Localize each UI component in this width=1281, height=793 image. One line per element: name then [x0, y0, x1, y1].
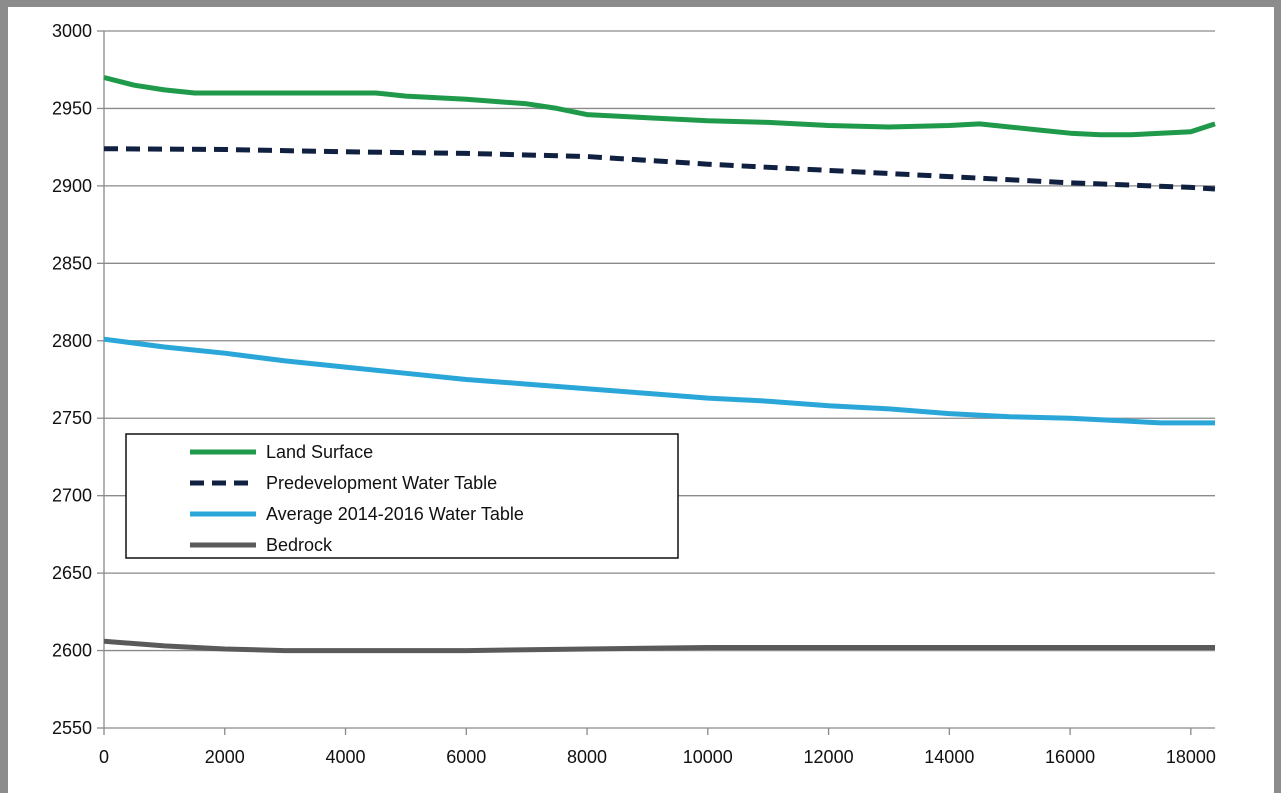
x-tick-label: 8000 — [567, 747, 607, 767]
y-tick-label: 2800 — [52, 331, 92, 351]
axis-layer: 2550 2600 2650 2700 2750 2800 2850 2900 2950 3000… — [52, 21, 1216, 767]
y-tick-label: 2600 — [52, 641, 92, 661]
y-tick-label: 2900 — [52, 176, 92, 196]
series-line-land-surface — [103, 75, 1216, 138]
legend-label: Average 2014-2016 Water Table — [266, 504, 524, 524]
series-line-average-2014-2016-water-table — [103, 336, 1215, 426]
y-tick-label: 3000 — [52, 21, 92, 41]
y-tick-label: 2700 — [52, 486, 92, 506]
legend-label: Land Surface — [266, 442, 373, 462]
legend-box — [125, 433, 679, 559]
x-tick-label: 16000 — [1045, 747, 1095, 767]
grid-layer — [104, 30, 1215, 729]
x-tick-label: 4000 — [325, 747, 365, 767]
legend-label: Bedrock — [266, 535, 333, 555]
x-tick-label: 6000 — [446, 747, 486, 767]
y-tick-label: 2650 — [52, 563, 92, 583]
x-tick-label: 14000 — [924, 747, 974, 767]
chart-background — [8, 7, 1274, 793]
x-tick-label: 12000 — [804, 747, 854, 767]
x-tick-label: 18000 — [1166, 747, 1216, 767]
y-tick-label: 2750 — [52, 408, 92, 428]
x-tick-label: 2000 — [205, 747, 245, 767]
series-line-bedrock — [103, 638, 1215, 654]
legend: Land Surface Predevelopment Water Table Av… — [125, 433, 679, 559]
legend-label: Predevelopment Water Table — [266, 473, 497, 493]
series-layer — [103, 75, 1216, 654]
y-tick-label: 2950 — [52, 98, 92, 118]
x-tick-label: 10000 — [683, 747, 733, 767]
y-tick-label: 2550 — [52, 718, 92, 738]
series-line-predevelopment-water-table — [103, 146, 1216, 192]
y-tick-label: 2850 — [52, 253, 92, 273]
x-tick-label: 0 — [99, 747, 109, 767]
